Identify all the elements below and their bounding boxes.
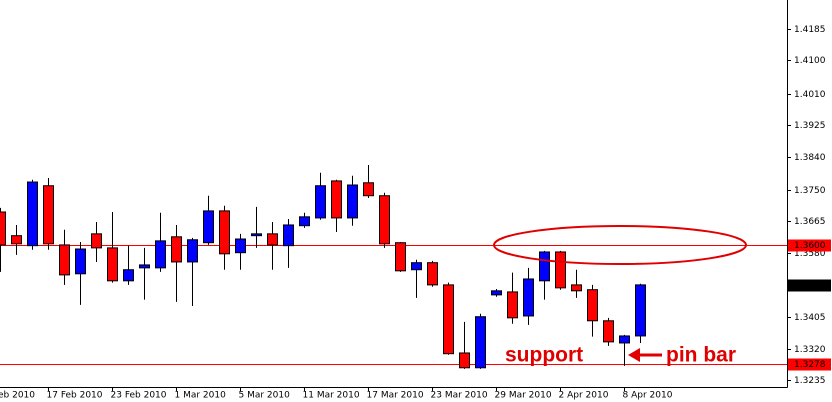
annotation: pin bar — [666, 344, 736, 367]
y-tick-label: 1.4100 — [794, 56, 826, 66]
x-tick-label: 2 Apr 2010 — [559, 391, 609, 401]
x-tick-label: 5 Mar 2010 — [239, 391, 291, 401]
y-tick-label: 1.3925 — [794, 121, 826, 131]
candle-body — [0, 211, 6, 246]
candle-body — [283, 224, 294, 247]
candle-body — [11, 235, 22, 245]
candle-body — [443, 284, 454, 355]
price-label: 1.3278 — [794, 360, 826, 370]
candle-body — [331, 180, 342, 219]
y-tick-label: 1.3665 — [794, 217, 826, 227]
candle-body — [251, 233, 262, 237]
candle-body — [59, 244, 70, 276]
x-tick-label: 23 Feb 2010 — [111, 391, 167, 401]
candle-body — [363, 182, 374, 197]
candle-body — [523, 278, 534, 317]
candle-body — [91, 233, 102, 249]
arrow-head — [628, 348, 640, 362]
candle-body — [555, 251, 566, 289]
candle-body — [491, 290, 502, 296]
candle-body — [155, 240, 166, 269]
price-label-box — [788, 358, 831, 371]
candle-body — [315, 185, 326, 219]
candle-body — [539, 251, 550, 282]
candle-body — [347, 184, 358, 219]
candle-body — [107, 247, 118, 282]
candle-body — [587, 289, 598, 322]
candle-body — [475, 316, 486, 369]
candle-body — [219, 210, 230, 255]
annotation: support — [505, 344, 583, 367]
y-tick-label: 1.4010 — [794, 90, 826, 100]
resistance-ellipse — [493, 225, 747, 265]
candle-body — [27, 181, 38, 247]
y-tick-label: 1.3750 — [794, 186, 826, 196]
candle-body — [171, 236, 182, 263]
candle-body — [379, 195, 390, 245]
price-label: 1.3600 — [794, 241, 826, 251]
y-tick-label: 1.3320 — [794, 345, 826, 355]
candle-body — [187, 239, 198, 263]
candle-body — [267, 233, 278, 246]
x-tick-label: 29 Mar 2010 — [495, 391, 552, 401]
x-tick-label: 11 Mar 2010 — [303, 391, 360, 401]
y-tick-label: 1.4185 — [794, 25, 826, 35]
candle-body — [619, 335, 630, 344]
candle-body — [459, 352, 470, 369]
candle-body — [235, 238, 246, 254]
candle-body — [411, 262, 422, 271]
plot-area — [0, 165, 787, 369]
current-price-box — [788, 279, 831, 292]
candle-body — [507, 291, 518, 319]
x-tick-label: Feb 2010 — [0, 391, 35, 401]
candle-body — [603, 320, 614, 343]
price-label-box — [788, 239, 831, 252]
candle-body — [43, 185, 54, 245]
candle-body — [427, 262, 438, 286]
candle-body — [75, 248, 86, 275]
x-tick-label: 1 Mar 2010 — [175, 391, 227, 401]
x-tick-label: 17 Mar 2010 — [367, 391, 424, 401]
y-tick-label: 1.3405 — [794, 313, 826, 323]
y-tick-label: 1.3235 — [794, 376, 826, 386]
y-tick-label: 1.3840 — [794, 153, 826, 163]
candle-body — [571, 284, 582, 292]
candle-body — [395, 242, 406, 272]
x-tick-label: 17 Feb 2010 — [47, 391, 103, 401]
candle-body — [203, 210, 214, 244]
current-price-label: 1.3493 — [794, 281, 826, 291]
candle-body — [635, 284, 646, 337]
x-tick-label: 23 Mar 2010 — [431, 391, 488, 401]
y-tick-label: 1.3580 — [794, 249, 826, 259]
candle-body — [139, 264, 150, 269]
candle-body — [123, 269, 134, 282]
x-tick-label: 8 Apr 2010 — [623, 391, 673, 401]
candle-body — [299, 216, 310, 227]
